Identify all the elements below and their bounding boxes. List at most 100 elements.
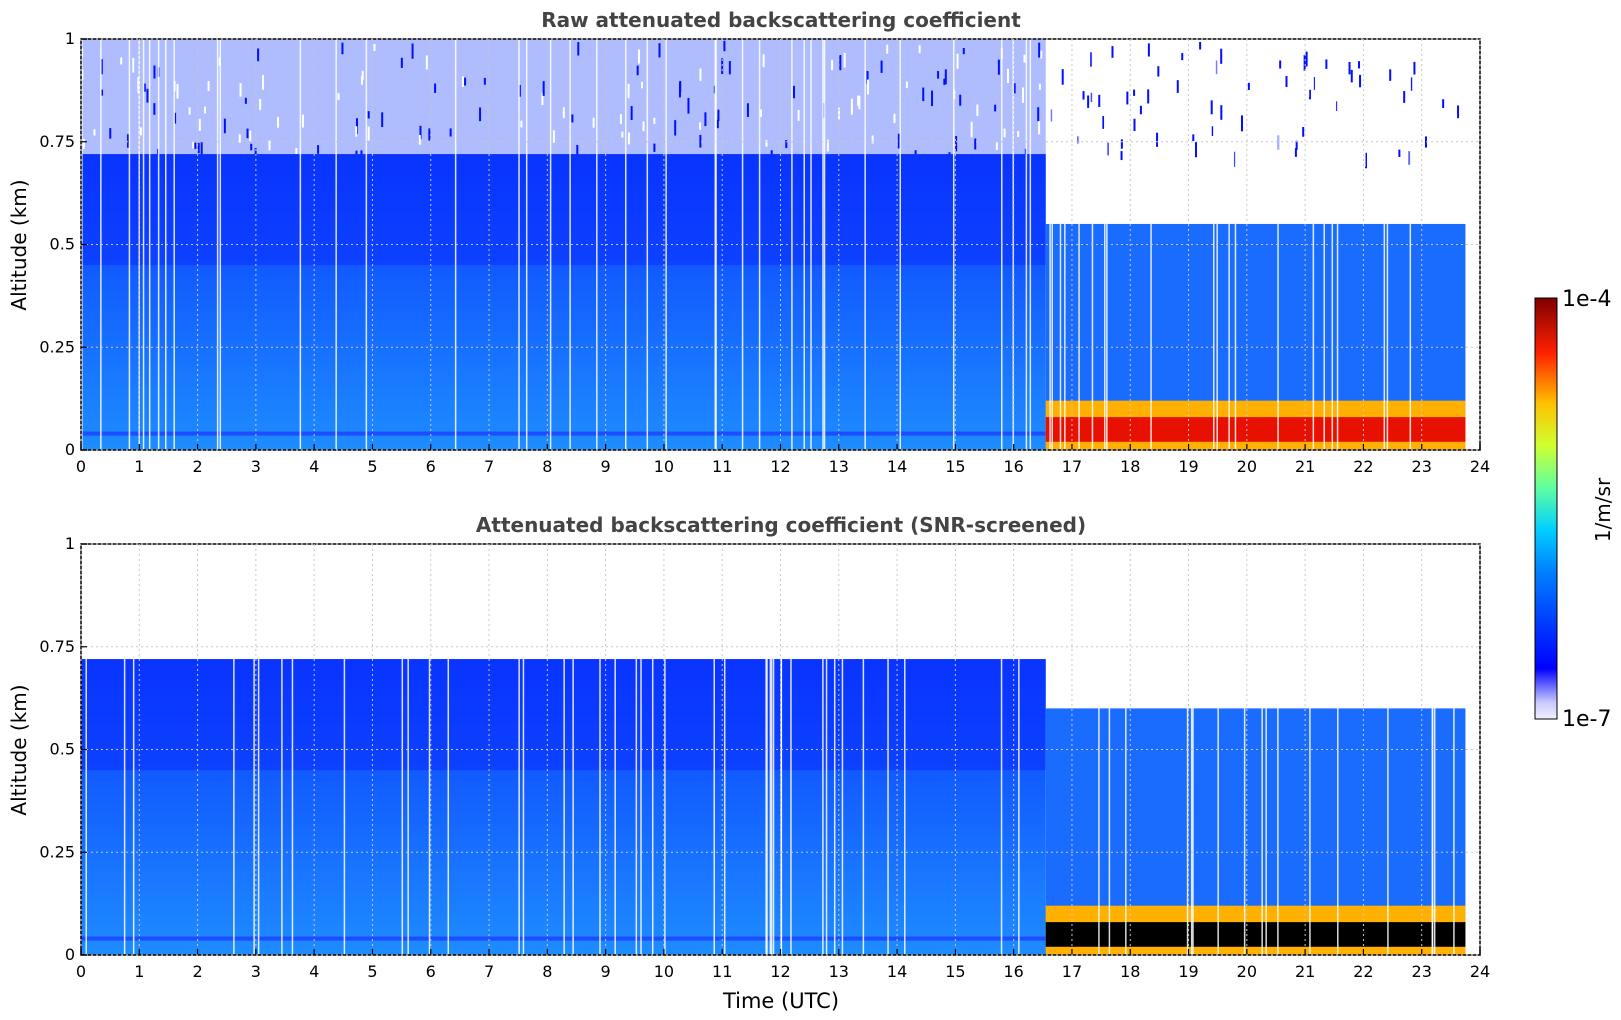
- noise-speck: [146, 88, 149, 103]
- noise-speck: [893, 113, 896, 124]
- missing-profile: [1125, 544, 1127, 955]
- noise-speck: [1302, 108, 1305, 117]
- noise-speck: [1442, 99, 1445, 108]
- noise-speck: [1408, 151, 1411, 165]
- x-tick-label: 0: [76, 962, 86, 981]
- x-tick-label: 11: [712, 962, 732, 981]
- noise-speck: [1134, 122, 1137, 129]
- noise-speck: [576, 144, 579, 155]
- noise-speck: [1106, 142, 1109, 156]
- x-tick-label: 22: [1353, 962, 1373, 981]
- noise-speck: [1147, 43, 1150, 57]
- noise-speck: [641, 81, 644, 89]
- noise-speck: [238, 134, 241, 143]
- noise-speck: [994, 104, 997, 112]
- x-tick-label: 15: [945, 457, 965, 476]
- missing-profile: [1383, 39, 1386, 450]
- noise-speck: [257, 48, 260, 62]
- x-tick-label: 21: [1295, 457, 1315, 476]
- x-tick-label: 2: [192, 457, 202, 476]
- noise-speck: [627, 83, 630, 99]
- noise-speck: [464, 77, 467, 86]
- noise-speck: [1413, 61, 1416, 75]
- noise-speck: [1211, 126, 1214, 136]
- noise-speck: [262, 74, 265, 90]
- noise-speck: [850, 98, 853, 115]
- noise-speck: [831, 59, 834, 71]
- noise-speck: [153, 103, 156, 115]
- noise-speck: [1038, 83, 1041, 90]
- noise-speck: [1157, 66, 1160, 77]
- noise-speck: [704, 112, 707, 127]
- noise-speck: [1037, 107, 1040, 122]
- x-tick-label: 4: [309, 962, 319, 981]
- missing-profile: [904, 544, 906, 955]
- missing-profile: [157, 39, 160, 450]
- missing-profile: [899, 39, 901, 450]
- noise-speck: [137, 77, 140, 94]
- x-tick-label: 17: [1062, 962, 1082, 981]
- missing-profile: [1078, 39, 1080, 450]
- noise-speck: [621, 131, 624, 138]
- noise-speck: [400, 57, 403, 68]
- noise-speck: [268, 140, 271, 151]
- noise-speck: [1148, 45, 1151, 57]
- missing-profile: [624, 39, 627, 450]
- noise-speck: [1195, 142, 1198, 158]
- missing-profile: [599, 544, 601, 955]
- noise-speck: [699, 122, 702, 130]
- missing-profile: [447, 544, 450, 955]
- noise-speck: [867, 79, 870, 95]
- missing-profile: [454, 39, 457, 450]
- noise-speck: [619, 114, 622, 125]
- panel-title: Raw attenuated backscattering coefficien…: [541, 8, 1021, 32]
- y-tick-label: 0.25: [39, 337, 75, 356]
- missing-profile: [952, 39, 955, 450]
- noise-speck: [1308, 89, 1311, 100]
- noise-speck: [944, 69, 947, 85]
- noise-speck: [1285, 76, 1288, 88]
- noise-speck: [974, 138, 977, 150]
- noise-speck: [295, 147, 298, 159]
- y-tick-label: 0: [65, 945, 75, 964]
- noise-speck: [1003, 128, 1006, 138]
- noise-speck: [367, 111, 370, 119]
- noise-speck: [197, 142, 200, 154]
- noise-speck: [1381, 108, 1384, 122]
- noise-speck: [642, 121, 645, 132]
- y-tick-label: 0: [65, 440, 75, 459]
- noise-speck: [520, 120, 523, 128]
- missing-profile: [219, 39, 222, 450]
- noise-speck: [770, 150, 773, 158]
- missing-profile: [664, 544, 666, 955]
- noise-speck: [1139, 105, 1142, 115]
- noise-speck: [126, 134, 129, 148]
- noise-speck: [1350, 69, 1353, 83]
- noise-speck: [1357, 61, 1360, 69]
- noise-speck: [139, 127, 142, 136]
- noise-speck: [871, 135, 874, 144]
- missing-profile: [864, 39, 866, 450]
- missing-profile: [769, 544, 772, 955]
- noise-speck: [1102, 116, 1105, 129]
- noise-speck: [674, 120, 677, 136]
- noise-speck: [699, 134, 702, 148]
- noise-speck: [1038, 121, 1041, 135]
- noise-speck: [1339, 147, 1342, 158]
- missing-profile: [614, 544, 616, 955]
- noise-speck: [1247, 82, 1250, 90]
- noise-speck: [826, 139, 829, 152]
- missing-profile: [518, 39, 520, 450]
- noise-speck: [1325, 59, 1328, 69]
- noise-speck: [843, 52, 846, 68]
- noise-speck: [1302, 127, 1305, 137]
- colorbar-max-label: 1e-4: [1562, 287, 1611, 312]
- x-tick-label: 5: [367, 457, 377, 476]
- noise-speck: [1053, 69, 1056, 82]
- noise-speck: [276, 116, 279, 128]
- y-tick-label: 0.75: [39, 132, 75, 151]
- missing-profile: [723, 544, 726, 955]
- x-tick-label: 14: [887, 962, 907, 981]
- noise-speck: [1086, 114, 1089, 130]
- noise-speck: [1275, 78, 1278, 95]
